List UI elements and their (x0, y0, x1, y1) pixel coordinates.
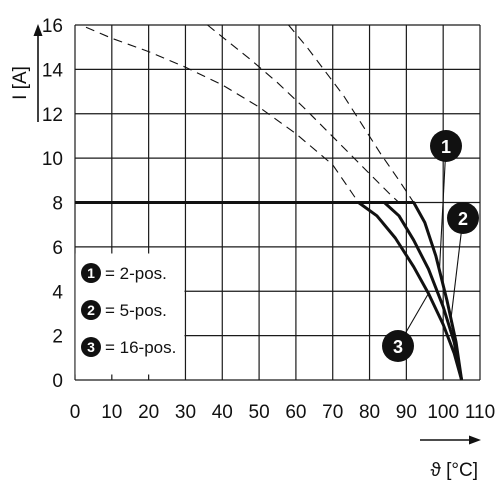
x-axis-label-text: ϑ [°C] (430, 460, 478, 481)
y-tick-label: 12 (42, 105, 63, 126)
y-tick-label: 6 (52, 238, 63, 259)
x-axis-arrow-head (469, 435, 481, 445)
x-tick-label: 20 (138, 402, 159, 423)
callout-badge-number: 2 (458, 209, 468, 229)
callout-badge-number: 3 (393, 337, 403, 357)
x-tick-label: 110 (465, 402, 495, 423)
legend-badge-2 (81, 300, 101, 320)
x-axis-label: ϑ [°C] (420, 435, 481, 481)
legend-label: = 5-pos. (105, 301, 167, 320)
legend: 1 = 2-pos. 2 = 5-pos. 3 = 16-pos. (75, 253, 185, 375)
x-tick-label: 100 (427, 402, 459, 423)
legend-badge-3 (81, 337, 101, 357)
series-lines (75, 24, 464, 381)
x-tick-label: 70 (322, 402, 343, 423)
y-tick-label: 0 (52, 371, 63, 392)
y-tick-label: 2 (52, 327, 63, 348)
y-tick-label: 14 (42, 60, 64, 81)
y-axis-label-text: I [A] (10, 66, 31, 100)
y-axis-label: I [A] (10, 24, 43, 122)
callout-badge-1 (430, 130, 462, 162)
x-tick-label: 80 (359, 402, 380, 423)
y-tick-label: 8 (52, 194, 63, 215)
legend-badge-number: 2 (87, 302, 95, 318)
callout-leader-2 (449, 217, 464, 323)
legend-badge-number: 1 (87, 265, 95, 281)
y-axis-arrow-head (33, 24, 43, 36)
legend-badge-number: 3 (87, 339, 95, 355)
callout-badge-3 (382, 330, 414, 362)
callout-leader-1 (438, 145, 447, 270)
x-tick-label: 30 (175, 402, 196, 423)
callout-badge-2 (447, 202, 479, 234)
x-tick-label: 60 (285, 402, 306, 423)
legend-label: = 16-pos. (105, 338, 176, 357)
x-tick-label: 0 (70, 402, 81, 423)
x-tick-label: 90 (396, 402, 417, 423)
series-2-dashed-line (207, 24, 400, 203)
legend-label: = 2-pos. (105, 264, 167, 283)
y-tick-label: 10 (42, 149, 63, 170)
x-tick-label: 40 (212, 402, 233, 423)
series-badges: 1 2 3 (382, 130, 479, 362)
x-tick-label: 50 (249, 402, 270, 423)
series-3-solid-line (75, 201, 464, 381)
x-tick-label: 10 (101, 402, 122, 423)
y-tick-label: 16 (42, 16, 63, 37)
callout-badge-number: 1 (441, 137, 451, 157)
y-tick-label: 4 (52, 282, 63, 303)
series-1-dashed-line (288, 24, 415, 203)
legend-badge-1 (81, 263, 101, 283)
